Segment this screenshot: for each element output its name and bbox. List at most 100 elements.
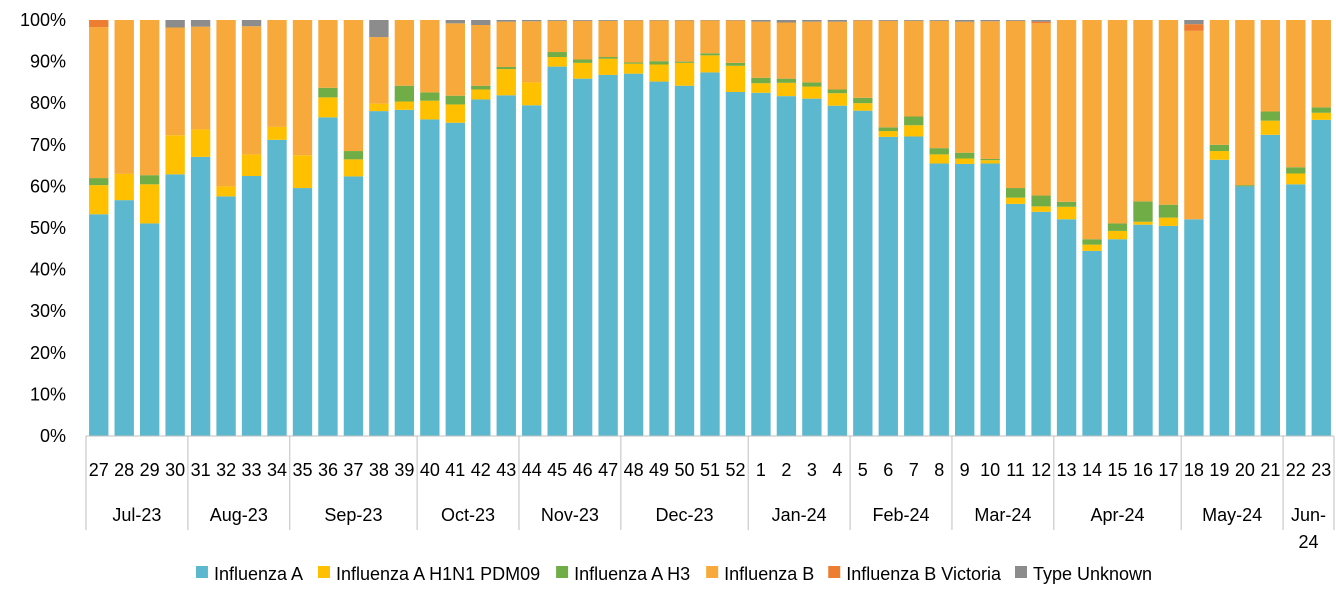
bar-stack — [114, 20, 134, 436]
bar-segment — [1082, 250, 1102, 436]
bar-segment — [572, 62, 593, 79]
bar-stack — [522, 20, 542, 436]
bar-segment — [1235, 186, 1255, 436]
bar-segment — [1031, 23, 1051, 196]
x-tick-label: 7 — [909, 460, 919, 480]
bar-segment — [725, 62, 746, 66]
bar-segment — [471, 24, 491, 86]
bar-segment — [114, 200, 134, 436]
bar-segment — [1133, 20, 1153, 202]
bar-segment — [1082, 239, 1102, 245]
bar-segment — [1158, 225, 1179, 436]
legend-item: Influenza A H3 — [556, 564, 690, 584]
bar-segment — [496, 21, 516, 67]
x-tick-label: 43 — [496, 460, 516, 480]
bar-segment — [1286, 184, 1306, 436]
x-tick-label: 11 — [1006, 460, 1025, 480]
y-tick-label: 80% — [30, 93, 66, 113]
bar-segment — [522, 82, 542, 106]
bar-segment — [267, 20, 287, 127]
month-label: May-24 — [1202, 505, 1262, 525]
x-tick-label: 39 — [394, 460, 414, 480]
bar-segment — [674, 62, 695, 86]
bar-segment — [674, 61, 695, 63]
bar-segment — [369, 103, 389, 112]
bar-stack — [725, 20, 746, 436]
bar-segment — [853, 20, 873, 98]
y-tick-label: 90% — [30, 52, 66, 72]
x-tick-label: 41 — [445, 460, 465, 480]
legend-swatch — [318, 566, 330, 578]
bar-segment — [496, 20, 516, 22]
x-tick-label: 38 — [369, 460, 389, 480]
x-tick-label: 14 — [1082, 460, 1102, 480]
x-tick-label: 40 — [420, 460, 440, 480]
bar-segment — [1235, 20, 1255, 186]
bar-segment — [725, 20, 746, 63]
bar-stack — [140, 20, 160, 436]
bar-segment — [802, 20, 822, 22]
month-label: Mar-24 — [974, 505, 1031, 525]
bar-segment — [547, 20, 567, 53]
y-tick-label: 70% — [30, 135, 66, 155]
x-tick-label: 44 — [522, 460, 542, 480]
bar-segment — [649, 81, 669, 436]
bar-segment — [318, 117, 338, 436]
bar-segment — [369, 20, 389, 38]
bar-segment — [751, 77, 771, 84]
month-label: Jun- — [1291, 505, 1326, 525]
bar-segment — [980, 160, 1000, 164]
bar-segment — [725, 65, 746, 92]
x-tick-label: 3 — [807, 460, 817, 480]
bar-segment — [751, 83, 771, 93]
bar-stacks — [89, 20, 1331, 437]
bar-segment — [878, 131, 898, 137]
bar-segment — [241, 26, 262, 155]
bar-stack — [1056, 20, 1077, 436]
bar-segment — [955, 152, 975, 159]
bar-segment — [522, 21, 542, 83]
bar-stack — [1184, 20, 1204, 436]
y-tick-label: 50% — [30, 218, 66, 238]
x-tick-label: 17 — [1158, 460, 1178, 480]
bar-segment — [165, 135, 185, 175]
bar-segment — [904, 20, 924, 117]
y-tick-label: 60% — [30, 176, 66, 196]
bar-segment — [547, 52, 567, 58]
bar-segment — [1005, 188, 1026, 198]
bar-segment — [1184, 219, 1204, 436]
bar-segment — [445, 20, 465, 24]
bar-stack — [89, 20, 109, 436]
month-label: Jan-24 — [772, 505, 827, 525]
y-tick-label: 10% — [30, 384, 66, 404]
x-tick-label: 4 — [832, 460, 842, 480]
month-label: Aug-23 — [210, 505, 268, 525]
y-tick-label: 100% — [20, 10, 66, 30]
bar-segment — [1286, 20, 1306, 168]
bar-stack — [649, 20, 669, 436]
bar-segment — [904, 136, 924, 437]
bar-segment — [318, 20, 338, 88]
bar-segment — [1184, 20, 1204, 25]
bar-segment — [1286, 173, 1306, 185]
bar-segment — [853, 103, 873, 111]
x-tick-label: 31 — [191, 460, 211, 480]
bar-stack — [445, 20, 465, 436]
bar-segment — [623, 62, 644, 64]
bar-segment — [241, 154, 262, 176]
bar-segment — [725, 91, 746, 436]
bar-segment — [165, 174, 185, 436]
bar-segment — [1107, 230, 1128, 240]
bar-segment — [522, 105, 542, 436]
x-tick-label: 37 — [343, 460, 363, 480]
bar-segment — [598, 58, 618, 75]
bar-stack — [1107, 20, 1128, 436]
legend-item: Influenza A — [195, 564, 303, 584]
bar-segment — [623, 63, 644, 74]
bar-segment — [369, 111, 389, 436]
x-tick-label: 1 — [756, 460, 766, 480]
bar-segment — [929, 20, 949, 149]
legend-label: Influenza A — [214, 564, 303, 584]
bar-segment — [1235, 185, 1255, 187]
bar-segment — [598, 20, 618, 58]
